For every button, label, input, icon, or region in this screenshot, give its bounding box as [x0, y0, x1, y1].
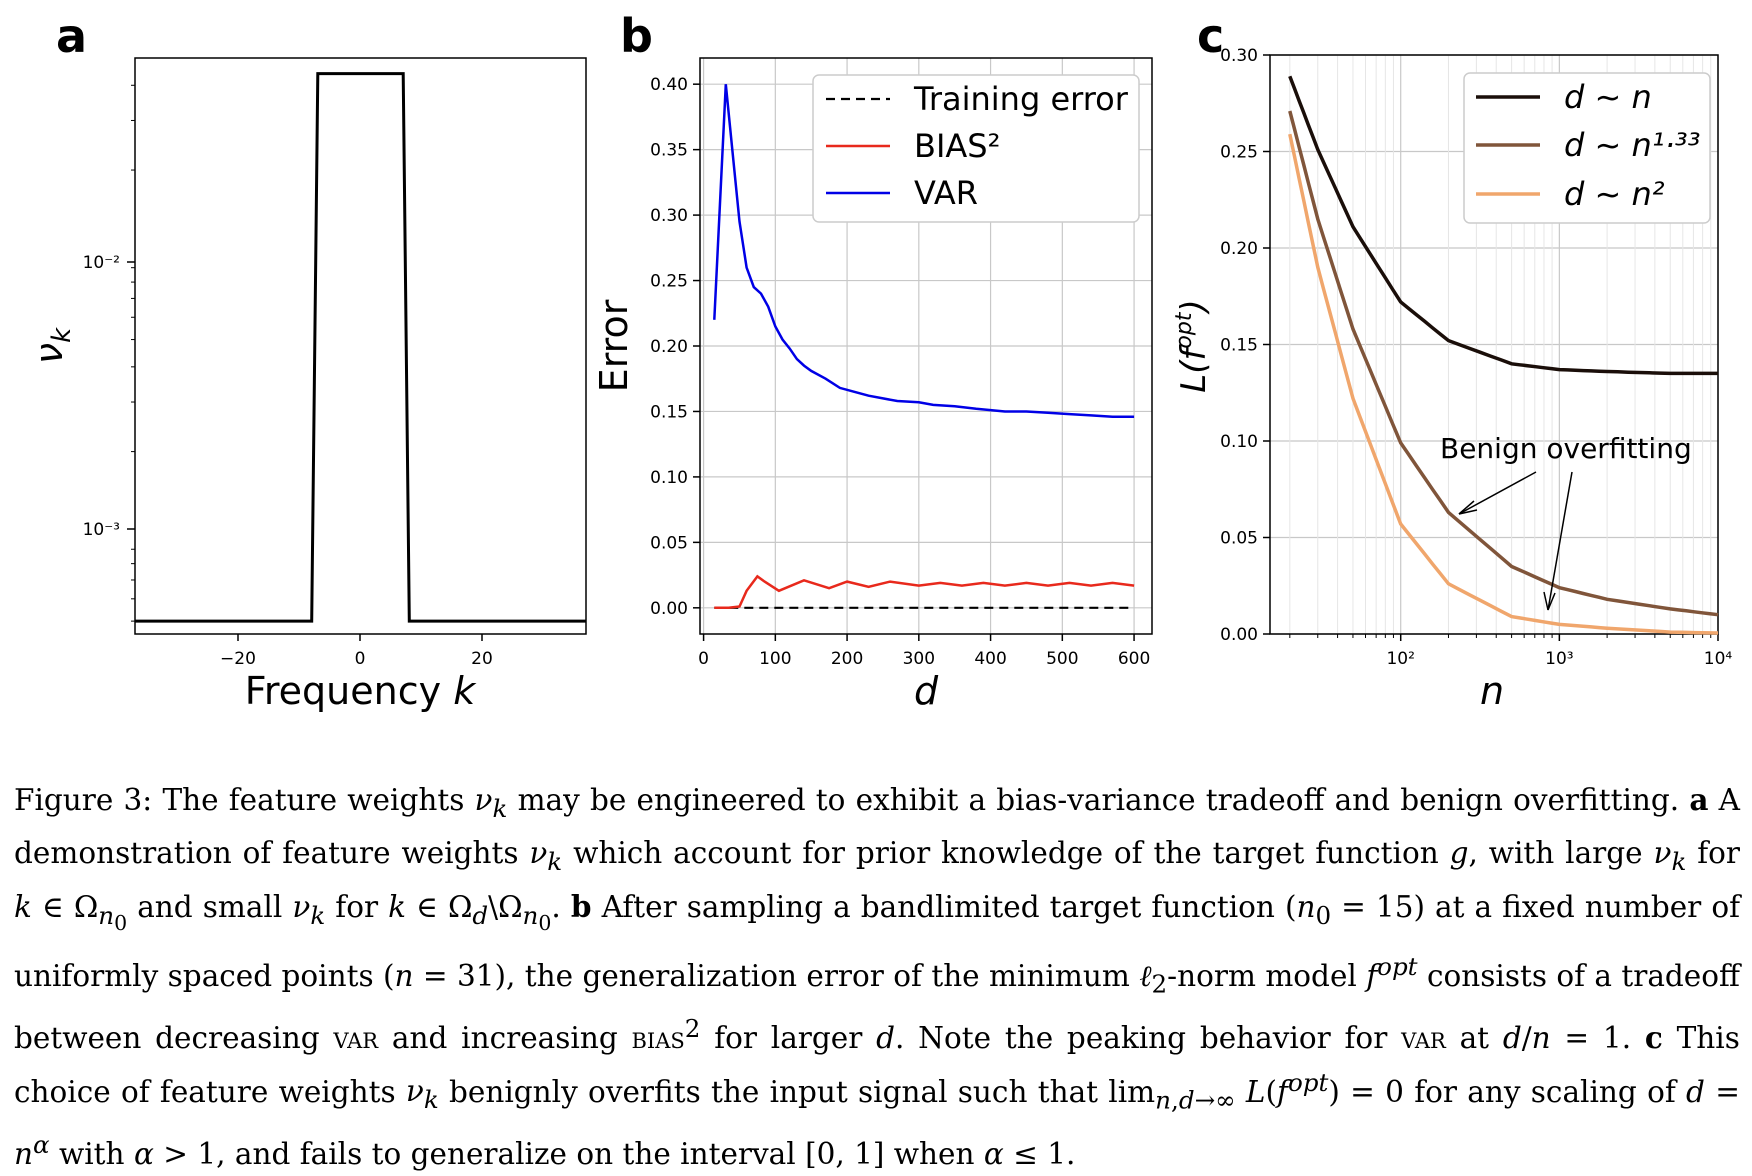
panel-a: a 10⁻² 10⁻³ −20 0 20 Frequency k νk: [27, 9, 587, 713]
panel-a-xtick-label: 20: [471, 649, 493, 669]
panel-b-xtick-label: 300: [903, 649, 935, 669]
panel-b-letter: b: [620, 9, 653, 63]
panel-a-series-nu-k: [135, 72, 586, 623]
panel-b-legend: Training error BIAS² VAR: [812, 74, 1140, 223]
panel-c-series-d-n: [1288, 75, 1718, 376]
panel-a-letter: a: [56, 9, 87, 63]
caption-text: for: [335, 889, 379, 924]
panel-c-ytick-label: 0.30: [1220, 46, 1258, 66]
caption-text: for: [1697, 836, 1740, 871]
panel-b-xtick-label: 600: [1118, 649, 1150, 669]
annotation-arrow-shaft: [1458, 471, 1537, 515]
panel-b-ytick-label: 0.20: [650, 337, 688, 357]
panel-c-series-d-n-2: [1288, 133, 1719, 635]
annotation-arrow-shaft: [1547, 471, 1573, 611]
caption-text: The feature weights: [162, 783, 465, 817]
legend-label-bias2: BIAS²: [914, 127, 1000, 165]
panel-b-ytick-label: 0.30: [650, 206, 688, 226]
panel-a-xlabel: Frequency k: [245, 669, 477, 713]
caption-text: for any scaling of: [1414, 1074, 1676, 1109]
panel-a-xtick-label: −20: [220, 649, 256, 669]
caption-text: After sampling a bandlimited target func…: [601, 889, 1297, 924]
panel-c-xtick-label: 10²: [1386, 649, 1414, 669]
annotation-arrow-head: [1543, 591, 1556, 611]
legend-label-var: VAR: [914, 174, 978, 212]
caption-text: ), the generalization error of the minim…: [494, 958, 1130, 993]
caption-figure-label: Figure 3:: [14, 783, 153, 817]
annotation-arrow-head: [1458, 500, 1478, 515]
caption-text: at: [1459, 1021, 1490, 1056]
panel-b-ylabel: Error: [592, 299, 636, 392]
caption-text: var: [333, 1021, 379, 1056]
caption-text: -norm model: [1167, 958, 1357, 993]
panel-b-ytick-label: 0.35: [650, 141, 688, 161]
caption-panel-a-ref: a: [1689, 782, 1709, 817]
caption-text: benignly overfits the input signal such …: [449, 1074, 1099, 1109]
panel-b-ytick-label: 0.00: [650, 599, 688, 619]
figure-caption: Figure 3: The feature weights νk may be …: [14, 782, 1740, 1171]
caption-text: ) at a fixed number of uniformly spaced …: [14, 889, 1740, 993]
panel-c-xlabel: n: [1480, 669, 1504, 713]
caption-text: , and fails to generalize on the interva…: [216, 1136, 796, 1171]
panel-c-ytick-label: 0.10: [1220, 432, 1258, 452]
caption-text: bias: [631, 1021, 685, 1056]
caption-text: and increasing: [391, 1021, 618, 1056]
caption-panel-c-ref: c: [1644, 1020, 1663, 1056]
panel-c-ytick-label: 0.05: [1220, 529, 1258, 549]
figure-panels: a 10⁻² 10⁻³ −20 0 20 Frequency k νk b 0.…: [27, 9, 1732, 713]
panel-c-letter: c: [1197, 9, 1224, 63]
panel-b-xtick-label: 400: [974, 649, 1006, 669]
caption-text: and small: [137, 889, 283, 924]
panel-a-ytick-label: 10⁻³: [83, 520, 120, 540]
panel-a-frame: [134, 57, 587, 635]
panel-b-series-var: [713, 84, 1135, 418]
panel-c-ytick-label: 0.25: [1220, 143, 1258, 163]
panel-c-legend: d ~ n d ~ n¹·³³ d ~ n²: [1463, 72, 1711, 224]
caption-text: var: [1401, 1021, 1446, 1056]
caption-text: This choice of feature weights: [14, 1021, 1740, 1109]
panel-a-xtick-label: 0: [355, 649, 366, 669]
panel-c-series-d-n-1-33: [1288, 110, 1719, 617]
panel-c-xtick-label: 10³: [1545, 649, 1573, 669]
panel-b-ytick-label: 0.10: [650, 468, 688, 488]
legend-label-d-n: d ~ n: [1564, 78, 1652, 116]
caption-text: when: [893, 1136, 975, 1171]
panel-a-ylabel: νk: [27, 327, 77, 364]
panel-b-legend-box: [812, 74, 1140, 223]
panel-b: b 0.00 0.05 0.10 0.15 0.20 0.25 0.30 0.35 0.40 0 1…: [592, 9, 1153, 713]
panel-c-ytick-label: 0.15: [1220, 336, 1258, 356]
panel-b-ytick-label: 0.15: [650, 402, 688, 422]
panel-a-ytick-label: 10⁻²: [83, 253, 120, 273]
panel-b-xtick-label: 200: [831, 649, 863, 669]
caption-text: , with large: [1468, 836, 1643, 871]
panel-b-xtick-label: 500: [1046, 649, 1078, 669]
caption-text: for larger: [714, 1021, 863, 1056]
panel-b-ytick-label: 0.25: [650, 272, 688, 292]
panel-b-series-bias2: [714, 574, 1135, 610]
panel-c-ytick-label: 0.20: [1220, 239, 1258, 259]
panel-b-xlabel: d: [914, 669, 939, 713]
panel-c-annotation: Benign overfitting: [1440, 432, 1692, 465]
panel-c-legend-box: [1463, 72, 1711, 224]
panel-c-xtick-label: 10⁴: [1704, 649, 1733, 669]
legend-label-training-error: Training error: [913, 80, 1129, 118]
caption-text: which account for prior knowledge of the…: [573, 836, 1439, 871]
panel-b-ytick-label: 0.40: [650, 75, 688, 95]
panel-b-xtick-label: 100: [759, 649, 791, 669]
legend-label-d-n-1-33: d ~ n¹·³³: [1564, 126, 1700, 164]
caption-panel-b-ref: b: [570, 888, 592, 924]
caption-text: A demonstration of feature weights: [14, 783, 1740, 871]
caption-text: consists of a tradeoff between decreasin…: [14, 958, 1740, 1056]
caption-text: with: [59, 1136, 125, 1171]
panel-c-ylabel: L(fopt): [1172, 299, 1214, 393]
panel-b-xtick-label: 0: [698, 649, 709, 669]
panel-c-ytick-label: 0.00: [1220, 625, 1258, 645]
caption-text: may be engineered to exhibit a bias-vari…: [517, 783, 1680, 817]
panel-b-ytick-label: 0.05: [650, 533, 688, 553]
legend-label-d-n-2: d ~ n²: [1564, 175, 1665, 213]
caption-text: . Note the peaking behavior for: [895, 1021, 1388, 1056]
